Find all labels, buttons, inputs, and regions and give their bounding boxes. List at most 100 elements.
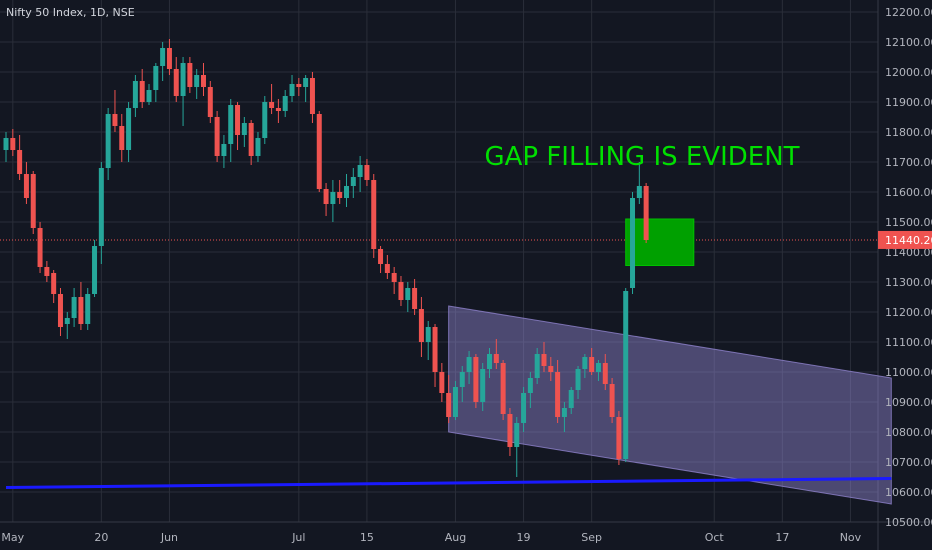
candle-body[interactable] — [602, 363, 608, 384]
candle-body[interactable] — [255, 138, 261, 156]
candle-body[interactable] — [64, 318, 70, 324]
candle-body[interactable] — [17, 150, 23, 174]
candle-body[interactable] — [439, 372, 445, 393]
candle-body[interactable] — [589, 357, 595, 372]
candle-body[interactable] — [337, 192, 343, 198]
candle-body[interactable] — [303, 78, 309, 87]
candle-body[interactable] — [214, 117, 220, 156]
candle-body[interactable] — [275, 108, 281, 111]
candle-body[interactable] — [555, 372, 561, 417]
candle-body[interactable] — [568, 390, 574, 408]
candle-body[interactable] — [126, 108, 132, 150]
candle-body[interactable] — [500, 363, 506, 414]
candle-body[interactable] — [85, 294, 91, 324]
candle-body[interactable] — [487, 354, 493, 369]
candle-body[interactable] — [30, 174, 36, 228]
candle-body[interactable] — [384, 264, 390, 273]
candle-body[interactable] — [364, 165, 370, 180]
candle-body[interactable] — [643, 186, 649, 240]
candle-body[interactable] — [57, 294, 63, 327]
candle-body[interactable] — [160, 48, 166, 66]
candle-body[interactable] — [630, 198, 636, 288]
candle-body[interactable] — [330, 192, 336, 204]
candle-body[interactable] — [350, 177, 356, 186]
candle-body[interactable] — [309, 78, 315, 114]
candle-body[interactable] — [44, 267, 50, 276]
candle-body[interactable] — [371, 180, 377, 249]
candle-body[interactable] — [616, 417, 622, 459]
candle-body[interactable] — [425, 327, 431, 342]
candle-body[interactable] — [173, 69, 179, 96]
candle-body[interactable] — [207, 87, 213, 117]
candle-body[interactable] — [51, 273, 57, 294]
candle-body[interactable] — [289, 84, 295, 96]
candle-body[interactable] — [418, 309, 424, 342]
candle-body[interactable] — [119, 126, 125, 150]
candle-body[interactable] — [23, 174, 29, 198]
candle-body[interactable] — [405, 288, 411, 300]
candle-body[interactable] — [37, 228, 43, 267]
candle-body[interactable] — [412, 288, 418, 309]
candle-body[interactable] — [78, 297, 84, 324]
candle-body[interactable] — [561, 408, 567, 417]
candle-body[interactable] — [200, 75, 206, 87]
candle-body[interactable] — [493, 354, 499, 363]
candle-body[interactable] — [139, 81, 145, 102]
candle-body[interactable] — [146, 90, 152, 102]
candle-body[interactable] — [582, 357, 588, 369]
candle-body[interactable] — [473, 357, 479, 402]
candle-body[interactable] — [262, 102, 268, 138]
candle-body[interactable] — [105, 114, 111, 168]
candle-body[interactable] — [153, 66, 159, 90]
candle-body[interactable] — [527, 378, 533, 393]
candle-body[interactable] — [282, 96, 288, 111]
candle-body[interactable] — [10, 138, 16, 150]
candle-body[interactable] — [344, 186, 349, 198]
candle-body[interactable] — [248, 123, 254, 156]
candle-body[interactable] — [609, 384, 615, 417]
candle-body[interactable] — [480, 369, 486, 402]
candle-body[interactable] — [548, 366, 554, 372]
candle-body[interactable] — [636, 186, 642, 198]
candle-body[interactable] — [112, 114, 118, 126]
candle-body[interactable] — [228, 105, 234, 144]
candle-body[interactable] — [194, 75, 200, 87]
candle-body[interactable] — [541, 354, 547, 366]
candle-body[interactable] — [446, 393, 452, 417]
candle-body[interactable] — [187, 63, 193, 87]
candle-body[interactable] — [507, 414, 513, 447]
candle-body[interactable] — [357, 165, 363, 177]
candle-body[interactable] — [521, 393, 527, 423]
candle-body[interactable] — [316, 114, 322, 189]
candle-body[interactable] — [221, 144, 227, 156]
candle-body[interactable] — [534, 354, 540, 378]
candle-body[interactable] — [391, 273, 397, 282]
candle-body[interactable] — [3, 138, 9, 150]
candle-body[interactable] — [71, 297, 77, 318]
candle-body[interactable] — [378, 249, 384, 264]
candle-body[interactable] — [452, 387, 458, 417]
candle-body[interactable] — [514, 423, 520, 447]
candle-body[interactable] — [595, 363, 601, 372]
candle-body[interactable] — [398, 282, 404, 300]
candle-body[interactable] — [323, 189, 329, 204]
candle-body[interactable] — [132, 81, 138, 108]
candle-body[interactable] — [466, 357, 472, 372]
candle-body[interactable] — [432, 327, 438, 372]
candle-body[interactable] — [235, 105, 241, 135]
candle-body[interactable] — [575, 369, 581, 390]
candle-body[interactable] — [180, 63, 186, 96]
candle-body[interactable] — [269, 102, 275, 108]
gap-box[interactable] — [625, 218, 695, 266]
candle-body[interactable] — [98, 168, 104, 246]
candle-body[interactable] — [296, 84, 302, 87]
support-trendline[interactable] — [5, 477, 892, 489]
candle-body[interactable] — [166, 48, 172, 69]
candle-body[interactable] — [623, 291, 629, 459]
candle-body[interactable] — [241, 123, 247, 135]
candle-body[interactable] — [459, 372, 465, 387]
annotation-text[interactable]: GAP FILLING IS EVIDENT — [484, 142, 799, 172]
candle-body[interactable] — [92, 246, 98, 294]
